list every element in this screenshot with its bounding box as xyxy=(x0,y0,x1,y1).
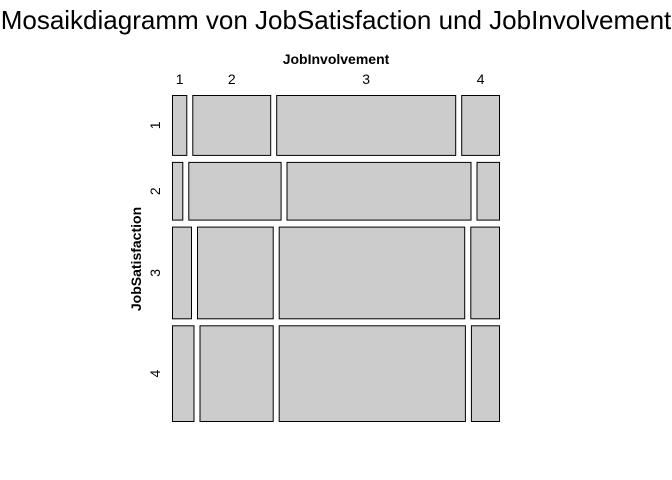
mosaic-tile-s1-i1 xyxy=(172,95,188,156)
mosaic-tile-s3-i1 xyxy=(172,226,192,320)
mosaic-tile-s1-i2 xyxy=(192,95,272,156)
mosaic-tile-s1-i3 xyxy=(276,95,457,156)
mosaic-tile-s4-i4 xyxy=(470,325,500,422)
chart-title: Mosaikdiagramm von JobSatisfaction und J… xyxy=(1,5,672,35)
x-tick-labels: 1 2 3 4 xyxy=(176,71,485,87)
y-axis-title: JobSatisfaction xyxy=(128,207,144,311)
y-tick-label: 1 xyxy=(147,121,163,129)
y-tick-label: 3 xyxy=(147,269,163,277)
x-tick-label: 4 xyxy=(477,71,485,87)
x-axis-title: JobInvolvement xyxy=(283,51,390,67)
mosaic-tile-s3-i4 xyxy=(470,226,500,320)
mosaic-tile-s2-i1 xyxy=(172,161,184,221)
mosaic-tile-s1-i4 xyxy=(461,95,501,156)
mosaic-tile-s2-i2 xyxy=(188,161,282,221)
y-tick-label: 2 xyxy=(147,187,163,195)
mosaic-tile-s2-i3 xyxy=(286,161,472,221)
mosaic-tile-s4-i3 xyxy=(278,325,466,422)
x-tick-label: 3 xyxy=(362,71,370,87)
mosaic-tile-s4-i2 xyxy=(199,325,274,422)
mosaic-tile-s4-i1 xyxy=(172,325,195,422)
mosaic-tile-s3-i3 xyxy=(278,226,466,320)
mosaic-tile-s3-i2 xyxy=(197,226,274,320)
y-tick-labels: 1 2 3 4 xyxy=(147,121,163,377)
x-tick-label: 1 xyxy=(176,71,184,87)
mosaic-tiles xyxy=(172,95,501,422)
y-tick-label: 4 xyxy=(147,369,163,377)
x-tick-label: 2 xyxy=(228,71,236,87)
mosaic-tile-s2-i4 xyxy=(476,161,500,221)
